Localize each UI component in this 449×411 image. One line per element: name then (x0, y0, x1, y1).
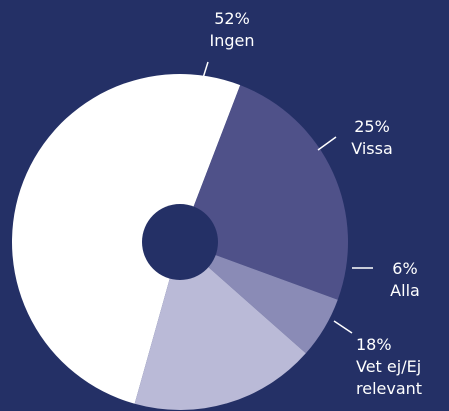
category-label: Vet ej/Ej relevant (356, 357, 423, 398)
slice-label: 25% Vissa (332, 116, 412, 160)
slice-label: 6% Alla (375, 258, 435, 302)
category-label: Ingen (209, 31, 255, 50)
donut-hole (142, 204, 218, 280)
slice (180, 242, 338, 354)
slice (180, 85, 349, 300)
category-label: Alla (390, 281, 420, 300)
leader-line (333, 320, 353, 334)
value-label: 18% (356, 335, 392, 354)
slice-label: 18% Vet ej/Ej relevant (356, 334, 448, 400)
leader-line (317, 136, 337, 151)
leader-line (202, 61, 209, 79)
category-label: Vissa (351, 139, 393, 158)
slice (134, 242, 306, 410)
slice-label: 52% Ingen (192, 8, 272, 52)
slice (11, 73, 241, 404)
value-label: 52% (214, 9, 250, 28)
value-label: 6% (392, 259, 418, 278)
value-label: 25% (354, 117, 390, 136)
